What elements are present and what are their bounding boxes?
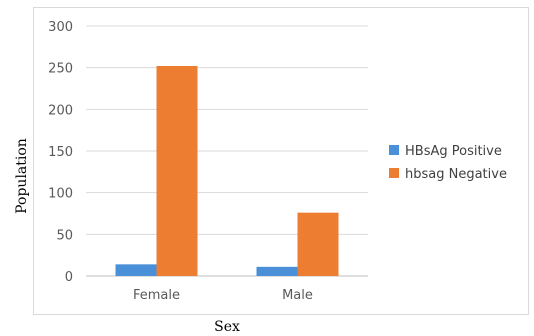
legend-swatch	[389, 145, 399, 155]
y-tick-label: 150	[48, 145, 73, 160]
legend-label: hbsag Negative	[405, 167, 507, 182]
y-tick-label: 300	[48, 20, 73, 35]
y-tick-label: 50	[56, 228, 73, 243]
y-tick-label: 0	[65, 270, 73, 285]
bar	[297, 212, 339, 276]
chart-frame	[33, 7, 529, 315]
x-axis-ticks: Female Male	[133, 288, 313, 303]
x-axis-title: Sex	[214, 319, 240, 335]
legend-label: HBsAg Positive	[405, 144, 502, 159]
legend: HBsAg Positive hbsag Negative	[389, 144, 507, 182]
bar	[256, 266, 298, 276]
bar	[115, 264, 157, 276]
x-tick-label: Male	[282, 288, 313, 303]
y-tick-label: 250	[48, 62, 73, 77]
y-tick-label: 100	[48, 187, 73, 202]
y-axis-title: Population	[14, 138, 30, 214]
bar	[156, 66, 198, 276]
y-axis-ticks: 0 50 100 150 200 250 300	[48, 20, 73, 285]
x-tick-label: Female	[133, 288, 180, 303]
bars	[115, 66, 339, 276]
y-tick-label: 200	[48, 103, 73, 118]
legend-swatch	[389, 168, 399, 178]
